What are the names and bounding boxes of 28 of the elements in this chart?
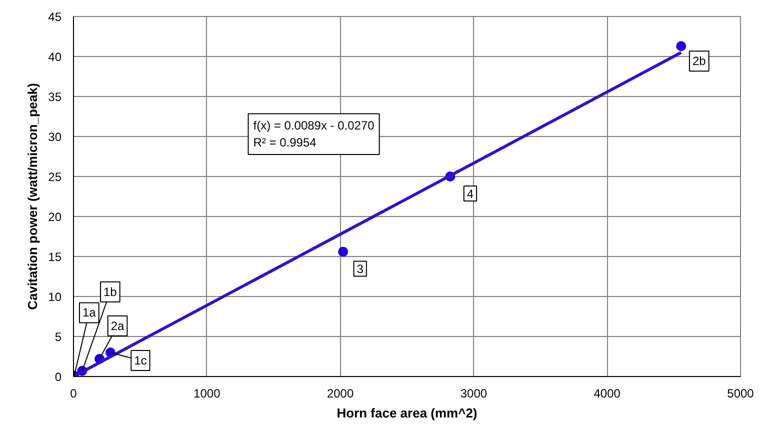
annotation: 1b xyxy=(103,284,118,299)
y-tick-label: 25 xyxy=(48,170,62,184)
annotation: 1a xyxy=(82,306,96,320)
x-axis-title: Horn face area (mm^2) xyxy=(336,406,478,420)
annotation: 1c xyxy=(134,354,147,368)
y-tick-label: 20 xyxy=(48,210,62,224)
y-tick-label: 15 xyxy=(48,250,62,264)
x-tick-label: 3000 xyxy=(460,386,488,400)
x-tick-label: 5000 xyxy=(727,386,754,400)
y-axis-title: Cavitation power (watt/micron_peak) xyxy=(25,83,40,310)
y-tick-label: 10 xyxy=(48,290,62,304)
y-tick-label: 0 xyxy=(54,370,62,384)
x-tick-label: 1000 xyxy=(194,386,221,400)
annotation: 4 xyxy=(466,187,474,201)
annotation: 3 xyxy=(356,262,364,276)
y-tick-label: 45 xyxy=(48,10,62,24)
y-tick-label: 35 xyxy=(48,90,62,104)
annotation: 2b xyxy=(692,54,706,68)
annotation: 2a xyxy=(110,318,125,333)
y-tick-label: 30 xyxy=(48,130,62,144)
point xyxy=(676,41,686,52)
y-tick-label: 5 xyxy=(54,330,62,344)
x-tick-label: 2000 xyxy=(326,386,354,400)
x-tick-label: 0 xyxy=(70,386,78,400)
y-tick-label: 40 xyxy=(48,50,62,64)
x-tick-label: 4000 xyxy=(594,386,621,400)
annotation: f(x) = 0.0089x - 0.0270 R² = 0.9954 xyxy=(253,118,375,150)
point xyxy=(338,246,348,257)
